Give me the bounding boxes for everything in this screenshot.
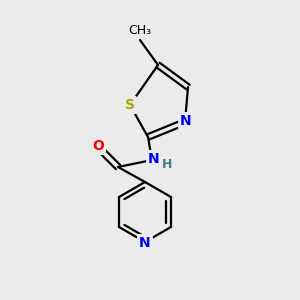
Text: H: H xyxy=(162,158,172,170)
Text: O: O xyxy=(92,139,104,153)
Text: S: S xyxy=(125,98,135,112)
Text: CH₃: CH₃ xyxy=(128,24,152,37)
Text: N: N xyxy=(180,114,192,128)
Text: N: N xyxy=(139,236,151,250)
Text: N: N xyxy=(148,152,160,166)
